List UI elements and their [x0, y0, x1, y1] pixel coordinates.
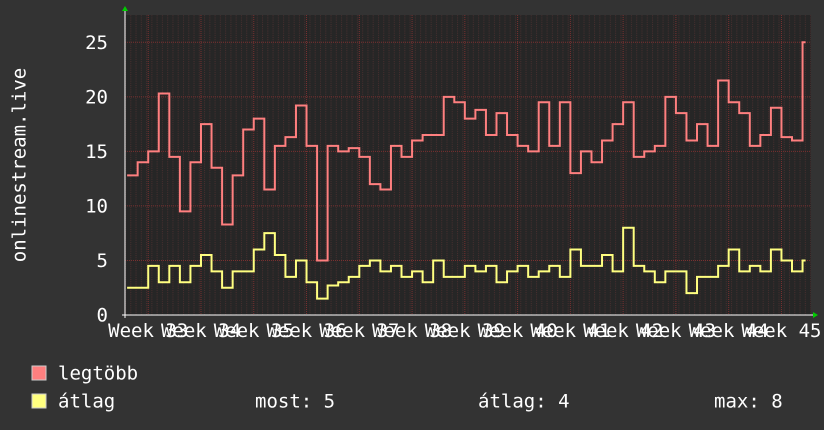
- x-axis-arrow: [813, 312, 818, 318]
- series-line: [127, 226, 806, 300]
- y-tick-label: 5: [97, 250, 108, 272]
- x-tick-label: Week 37: [319, 320, 399, 342]
- x-tick-label: Week 42: [583, 320, 663, 342]
- stat: max: 8: [714, 391, 783, 413]
- x-tick-label: Week 41: [530, 320, 610, 342]
- x-tick-label: Week 34: [161, 320, 241, 342]
- x-tick-label: Week 33: [108, 320, 188, 342]
- legend: legtöbb átlag: [31, 363, 138, 413]
- y-tick-label: 20: [85, 86, 108, 108]
- y-tick-label: 15: [85, 141, 108, 163]
- stat: most: 5: [255, 391, 335, 413]
- y-axis-arrow: [122, 6, 128, 11]
- legend-swatch: [31, 393, 47, 409]
- y-axis-label: onlinestream.live: [9, 68, 31, 262]
- stat: átlag: 4: [478, 391, 570, 413]
- series-line: [127, 41, 806, 262]
- y-tick-label: 25: [85, 32, 108, 54]
- x-tick-label: Week 35: [214, 320, 294, 342]
- x-tick-label: Week 45: [741, 320, 821, 342]
- x-tick-label: Week 43: [636, 320, 716, 342]
- legend-swatch: [31, 365, 47, 381]
- x-tick-label: Week 40: [478, 320, 558, 342]
- x-tick-label: Week 39: [425, 320, 505, 342]
- legend-label: átlag: [58, 391, 115, 413]
- minor-grid: [125, 15, 811, 315]
- stats: most: 5 átlag: 4 max: 8: [255, 391, 783, 413]
- y-tick-label: 10: [85, 195, 108, 217]
- x-tick-label: Week 36: [266, 320, 346, 342]
- x-tick-label: Week 44: [689, 320, 769, 342]
- y-tick-label: 0: [97, 305, 108, 327]
- x-tick-label: Week 38: [372, 320, 452, 342]
- legend-label: legtöbb: [58, 363, 138, 385]
